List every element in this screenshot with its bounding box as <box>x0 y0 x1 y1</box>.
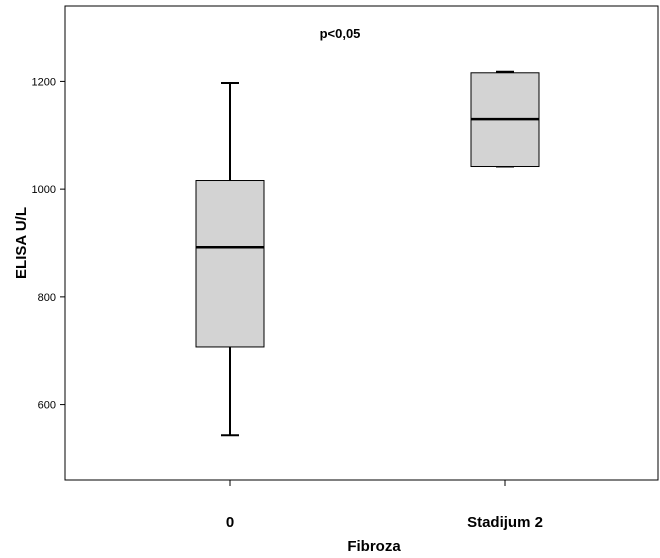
y-tick-label: 800 <box>38 292 56 304</box>
y-tick-label: 1000 <box>32 184 56 196</box>
significance-annotation: p<0,05 <box>320 26 361 41</box>
interquartile-box <box>195 180 265 348</box>
box-group <box>195 82 265 437</box>
box-group <box>470 70 540 168</box>
x-tick-label: 0 <box>226 514 234 531</box>
y-tick-label: 600 <box>38 400 56 412</box>
y-axis: 600 800 1000 1200 <box>32 76 65 412</box>
plot-frame <box>64 5 659 481</box>
y-tick-label: 1200 <box>32 76 56 88</box>
x-axis-title: Fibroza <box>347 538 401 555</box>
boxes-layer <box>195 70 540 437</box>
x-axis: 0 Stadijum 2 <box>226 480 543 531</box>
y-axis-title: ELISA U/L <box>13 207 30 279</box>
x-tick-label: Stadijum 2 <box>467 514 543 531</box>
